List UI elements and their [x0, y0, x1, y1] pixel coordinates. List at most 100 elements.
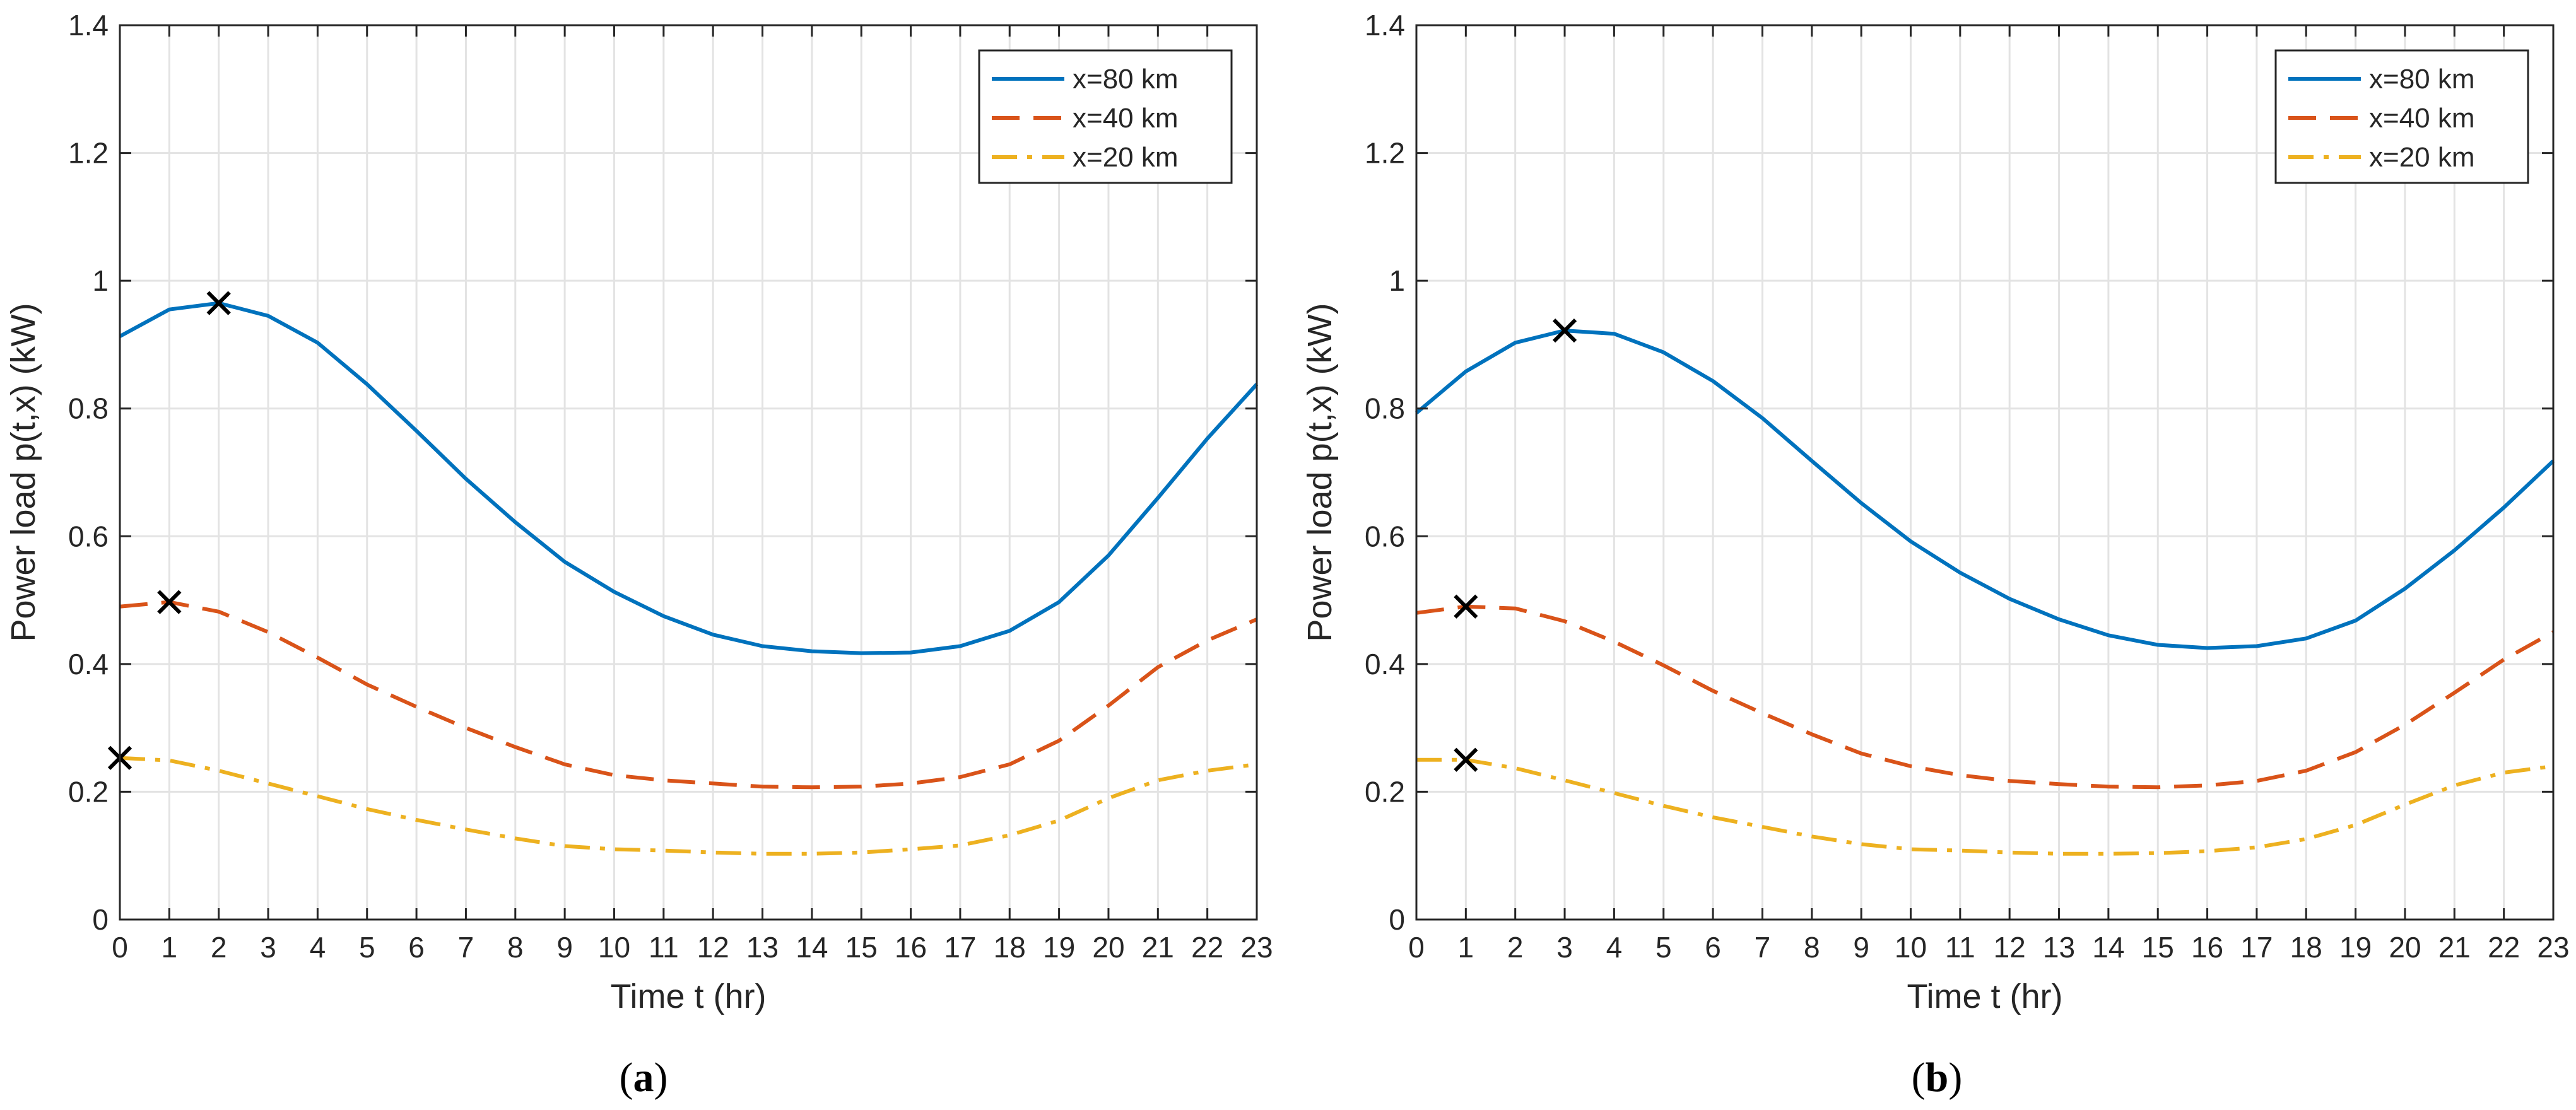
peak-marker-stroke [206, 291, 231, 315]
x-tick-label: 17 [944, 931, 976, 964]
x-tick-label: 22 [1191, 931, 1223, 964]
x-tick-label: 5 [1656, 931, 1672, 964]
y-tick-label: 0.4 [68, 648, 109, 681]
y-tick-label: 0.6 [1365, 520, 1405, 552]
x-tick-label: 23 [2537, 931, 2569, 964]
peak-marker-2 [157, 590, 182, 614]
caption-paren-close: ) [1948, 1054, 1962, 1101]
x-tick-label: 22 [2488, 931, 2520, 964]
peak-marker-3 [1454, 747, 1478, 772]
x-tick-label: 19 [2339, 931, 2372, 964]
x-tick-label: 13 [2043, 931, 2075, 964]
x-tick-label: 18 [2290, 931, 2322, 964]
legend-box [2274, 49, 2529, 184]
panel-caption: (a) [620, 1054, 668, 1101]
caption-letter: b [1926, 1054, 1949, 1101]
y-tick-label: 1 [92, 264, 109, 297]
x-tick-label: 2 [1507, 931, 1524, 964]
x-axis-title: Time t (hr) [611, 978, 767, 1015]
y-axis-title: Power load p(t,x) (kW) [4, 303, 42, 641]
peak-marker-stroke [157, 590, 182, 614]
x-tick-label: 4 [1606, 931, 1623, 964]
y-tick-label: 1.2 [68, 137, 109, 170]
y-tick-label: 1.4 [68, 9, 109, 42]
caption-paren-open: ( [620, 1054, 633, 1101]
x-tick-label: 0 [112, 931, 128, 964]
legend: x=80 km x=40 km x=20 km [978, 49, 1233, 184]
series-line-3 [1416, 757, 2554, 856]
x-axis-title: Time t (hr) [1907, 978, 2063, 1015]
y-tick-label: 0.8 [68, 392, 109, 425]
axes-box [1415, 24, 2555, 921]
legend-label-2: x=40 km [2369, 103, 2475, 134]
x-tick-label: 21 [2438, 931, 2471, 964]
x-tick-label: 1 [1458, 931, 1474, 964]
x-tick-label: 9 [556, 931, 573, 964]
legend-label-3: x=20 km [1073, 142, 1179, 173]
x-tick-label: 8 [1804, 931, 1820, 964]
x-tick-label: 5 [359, 931, 375, 964]
y-tick-label: 0.2 [1365, 775, 1405, 808]
x-tick-label: 14 [796, 931, 828, 964]
x-tick-label: 19 [1043, 931, 1075, 964]
y-axis-title: Power load p(t,x) (kW) [1301, 303, 1339, 641]
axes-box [119, 24, 1258, 921]
chart-panel-a: 0 1 2 3 4 5 6 7 8 9 10 11 12 13 14 15 16 17 18 19 20 21 22 2300… [4, 9, 1273, 1101]
y-tick-label: 0.4 [1365, 648, 1405, 681]
x-tick-label: 1 [162, 931, 178, 964]
y-tick-label: 0 [1389, 903, 1405, 936]
caption-paren-close: ) [654, 1054, 668, 1101]
series-line-1 [119, 301, 1259, 655]
x-tick-label: 16 [2191, 931, 2223, 964]
x-tick-label: 7 [458, 931, 474, 964]
series-line-2 [1416, 604, 2555, 790]
x-tick-label: 7 [1755, 931, 1771, 964]
x-tick-label: 17 [2240, 931, 2273, 964]
x-tick-label: 8 [507, 931, 524, 964]
y-tick-label: 1.2 [1365, 137, 1405, 170]
legend-label-2: x=40 km [1073, 103, 1179, 134]
chart-panel-b: 0 1 2 3 4 5 6 7 8 9 10 11 12 13 14 15 16 17 18 19 20 21 22 2300… [1301, 9, 2570, 1101]
caption-paren-open: ( [1912, 1054, 1926, 1101]
x-tick-label: 11 [649, 931, 679, 964]
legend-label-3: x=20 km [2369, 142, 2475, 173]
legend-label-1: x=80 km [1073, 64, 1179, 95]
series-line-1 [1415, 329, 2555, 650]
peak-marker-1 [1552, 318, 1577, 343]
peak-marker-stroke [1552, 318, 1577, 343]
x-tick-label: 14 [2092, 931, 2124, 964]
caption-letter: a [633, 1054, 654, 1101]
x-tick-label: 9 [1853, 931, 1869, 964]
x-tick-label: 15 [2142, 931, 2174, 964]
x-tick-label: 3 [260, 931, 276, 964]
peak-marker-2 [1454, 594, 1478, 619]
legend: x=80 km x=40 km x=20 km [2274, 49, 2529, 184]
x-tick-label: 16 [895, 931, 927, 964]
y-tick-label: 1.4 [1365, 9, 1405, 42]
x-tick-label: 15 [845, 931, 878, 964]
grid [119, 24, 1258, 921]
x-tick-label: 6 [408, 931, 425, 964]
x-tick-label: 4 [310, 931, 326, 964]
x-tick-label: 23 [1240, 931, 1273, 964]
peak-marker-stroke [1454, 594, 1478, 619]
x-tick-label: 12 [1994, 931, 2026, 964]
y-tick-label: 1 [1389, 264, 1405, 297]
x-tick-label: 20 [2389, 931, 2421, 964]
y-tick-label: 0.6 [68, 520, 109, 552]
x-tick-label: 21 [1142, 931, 1174, 964]
panel-caption: (b) [1912, 1054, 1963, 1101]
peak-marker-1 [206, 291, 231, 315]
y-tick-label: 0 [92, 903, 109, 936]
x-tick-label: 13 [746, 931, 779, 964]
x-tick-label: 6 [1705, 931, 1721, 964]
x-tick-label: 2 [211, 931, 227, 964]
x-tick-label: 18 [994, 931, 1026, 964]
y-tick-label: 0.2 [68, 775, 109, 808]
x-tick-label: 10 [1895, 931, 1927, 964]
x-tick-label: 12 [697, 931, 729, 964]
x-tick-label: 11 [1945, 931, 1975, 964]
x-tick-label: 20 [1092, 931, 1124, 964]
x-tick-label: 3 [1556, 931, 1573, 964]
x-tick-label: 0 [1408, 931, 1425, 964]
